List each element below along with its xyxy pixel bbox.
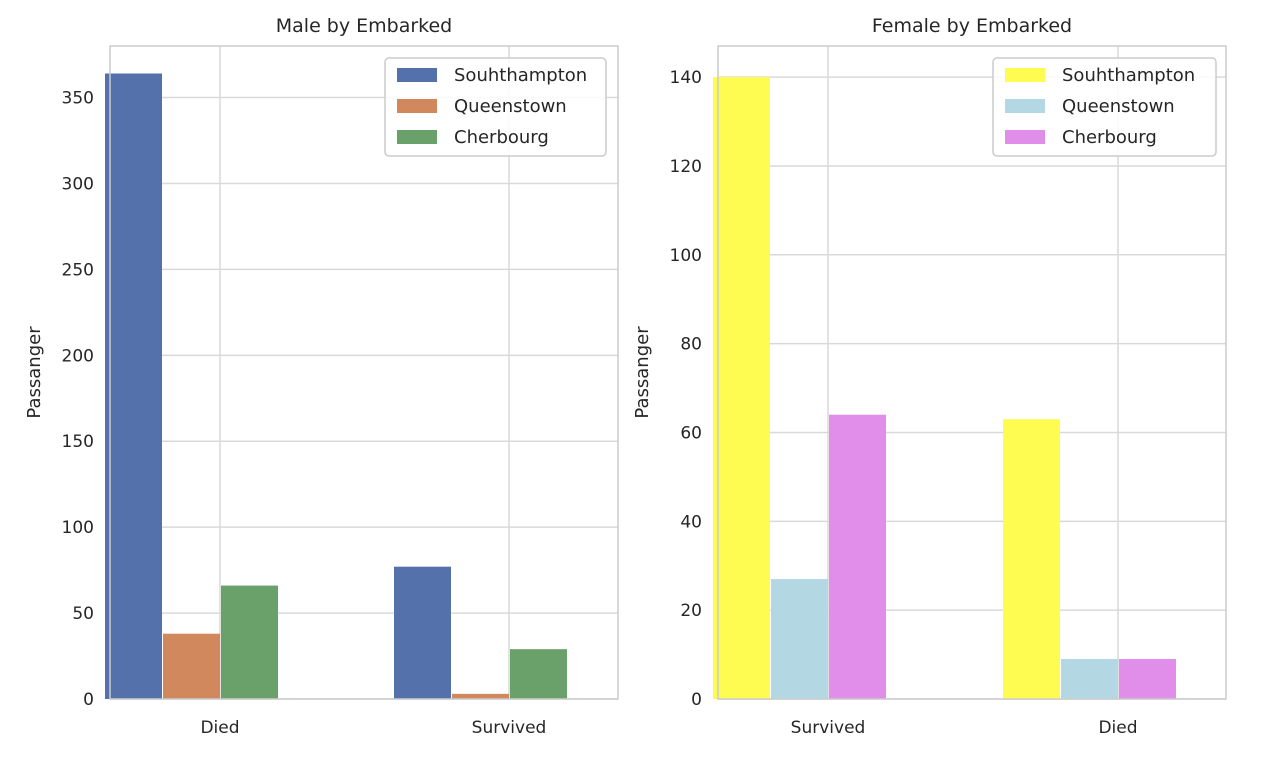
y-tick-label: 140 [670,68,702,88]
y-tick-label: 250 [62,260,94,280]
legend-label: Queenstown [1062,96,1175,117]
legend-swatch [1005,68,1045,82]
plot-frame [717,45,1227,700]
bar-queenstown-died [1061,659,1118,699]
y-tick-label: 40 [680,512,702,532]
legend: Souhthampton Queenstown Cherbourg [992,57,1217,157]
bar-queenstown-died [163,633,220,699]
bar-souhthampton-died [105,73,162,699]
bar-souhthampton-died [1003,419,1060,699]
legend: Souhthampton Queenstown Cherbourg [384,57,607,157]
y-tick-label: 150 [62,432,94,452]
plot-frame [109,45,619,700]
legend-label: Cherbourg [454,127,549,148]
bar-souhthampton-survived [713,77,770,700]
y-tick-label: 60 [680,423,702,443]
bar-cherbourg-died [221,585,278,699]
y-tick-label: 350 [62,89,94,109]
legend-swatch [397,130,437,144]
legend-swatch [1005,99,1045,113]
bar-cherbourg-survived [510,649,567,699]
x-tick-label: Survived [472,718,547,738]
legend-label: Souhthampton [454,65,587,86]
bar-souhthampton-survived [394,566,451,699]
y-tick-label: 0 [691,690,702,710]
y-tick-label: 80 [680,335,702,355]
legend-swatch [397,68,437,82]
y-axis-label: Passanger [24,326,45,419]
y-tick-label: 200 [62,346,94,366]
bar-queenstown-survived [771,579,828,699]
y-axis-label: Passanger [632,326,653,419]
chart-title: Male by Embarked [276,15,453,37]
bar-cherbourg-died [1119,659,1176,699]
chart-title: Female by Embarked [872,15,1072,37]
legend-label: Cherbourg [1062,127,1157,148]
chart-panel-2: 0 20 40 60 80 100 120 140 Survived Died Female by … [632,15,1227,738]
y-tick-label: 100 [670,246,702,266]
y-tick-label: 300 [62,174,94,194]
legend-box [992,57,1217,157]
y-tick-label: 0 [83,690,94,710]
legend-label: Souhthampton [1062,65,1195,86]
x-tick-label: Died [1098,718,1137,738]
legend-box [384,57,607,157]
y-tick-label: 100 [62,518,94,538]
legend-swatch [1005,130,1045,144]
chart-panel-1: 0 50 100 150 200 250 300 350 Died Survived Male by… [24,15,619,738]
y-tick-label: 120 [670,157,702,177]
y-tick-label: 20 [680,601,702,621]
legend-label: Queenstown [454,96,567,117]
bar-queenstown-survived [452,693,509,699]
y-tick-label: 50 [72,604,94,624]
x-tick-label: Survived [791,718,866,738]
legend-swatch [397,99,437,113]
x-tick-label: Died [200,718,239,738]
bar-cherbourg-survived [829,414,886,699]
